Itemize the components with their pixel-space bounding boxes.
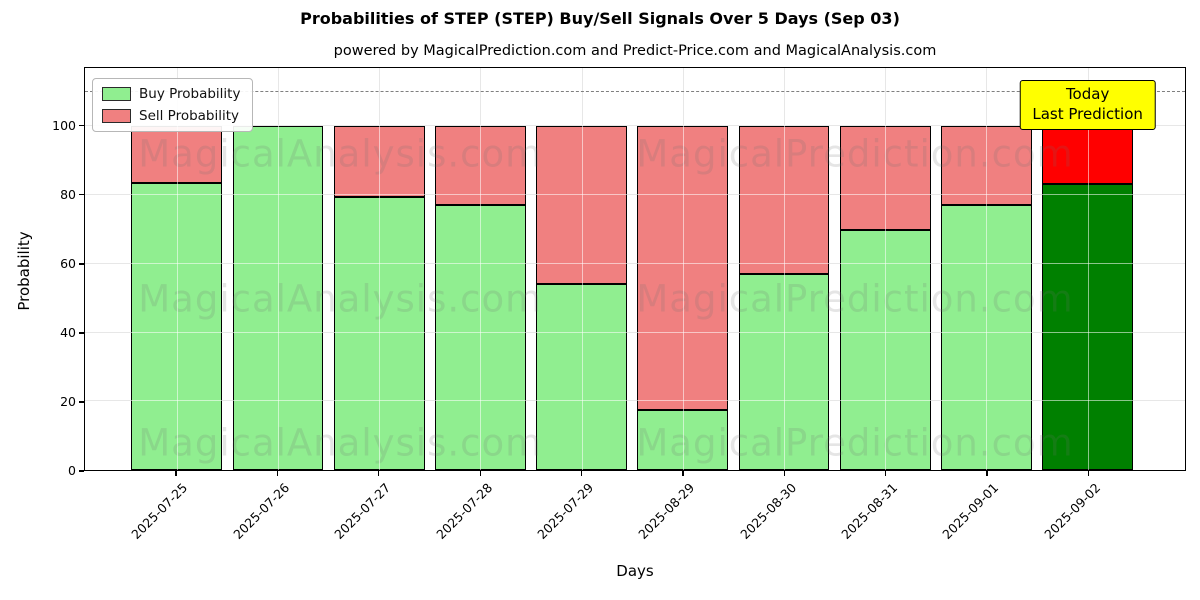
y-tick-mark: [79, 125, 84, 127]
x-axis-label: Days: [616, 562, 654, 580]
y-tick-label: 40: [60, 324, 76, 340]
x-tick-label-text: 2025-09-01: [939, 480, 1002, 542]
legend: Buy Probability Sell Probability: [92, 78, 254, 132]
x-tick-mark: [276, 471, 279, 476]
watermark-text: MagicalPrediction.com: [636, 277, 1074, 321]
x-tick-mark: [479, 471, 481, 476]
x-tick-mark: [682, 471, 684, 476]
buy-segment: [738, 274, 830, 470]
y-axis-label: Probability: [15, 231, 33, 311]
x-tick-label-text: 2025-09-02: [1041, 480, 1104, 542]
x-tick-label-text: 2025-07-26: [230, 480, 292, 542]
x-tick-mark: [986, 471, 988, 476]
h-gridline: [85, 194, 1185, 196]
sell-segment: [738, 126, 830, 275]
y-tick-mark: [79, 263, 84, 265]
x-tick-label-text: 2025-07-25: [128, 480, 191, 542]
watermark-text: MagicalPrediction.com: [636, 132, 1074, 176]
plot-area: MagicalAnalysis.com MagicalPrediction.com…: [84, 67, 1186, 471]
legend-item-sell: Sell Probability: [102, 108, 240, 124]
y-tick-mark: [79, 332, 84, 334]
bar-2025-08-30: [738, 68, 830, 470]
watermark-text: MagicalAnalysis.com: [138, 132, 543, 176]
y-tick-mark: [79, 194, 84, 196]
h-gridline: [85, 331, 1185, 333]
chart-title: Probabilities of STEP (STEP) Buy/Sell Si…: [300, 9, 900, 28]
bar-2025-08-31: [839, 68, 931, 470]
y-tick-label: 80: [60, 186, 76, 202]
v-gridline: [885, 68, 887, 470]
bar-2025-07-26: [232, 68, 324, 470]
x-tick-label-text: 2025-08-30: [736, 480, 799, 542]
buy-segment: [232, 126, 324, 470]
y-tick-label: 0: [68, 463, 76, 478]
v-gridline: [682, 68, 684, 470]
buy-segment: [131, 183, 223, 470]
sell-segment: [637, 126, 729, 410]
x-tick-mark: [378, 471, 380, 476]
dashed-threshold-line: [85, 91, 1185, 93]
x-tick-mark: [783, 471, 786, 476]
y-tick-label: 20: [60, 393, 76, 409]
x-tick-label-text: 2025-07-29: [534, 480, 597, 542]
y-tick-mark: [79, 470, 84, 472]
x-tick-label-text: 2025-07-28: [432, 480, 495, 542]
y-tick-label: 60: [60, 255, 76, 271]
sell-segment: [839, 126, 931, 230]
buy-swatch-icon: [102, 87, 131, 101]
v-gridline: [784, 68, 786, 470]
y-tick-label: 100: [52, 117, 76, 133]
x-tick-label-text: 2025-08-29: [635, 480, 698, 542]
legend-label-sell: Sell Probability: [139, 108, 240, 124]
x-tick-mark: [885, 471, 887, 476]
x-tick-label-text: 2025-07-27: [331, 480, 394, 542]
bar-2025-08-29: [637, 68, 729, 470]
bar-2025-07-27: [333, 68, 425, 470]
x-tick-label-text: 2025-08-31: [838, 480, 901, 542]
legend-label-buy: Buy Probability: [139, 86, 241, 102]
today-annotation-line2: Last Prediction: [1032, 104, 1143, 123]
v-gridline: [1087, 68, 1089, 470]
sell-swatch-icon: [102, 109, 131, 123]
sell-segment: [333, 126, 425, 197]
buy-segment: [839, 229, 931, 470]
v-gridline: [176, 68, 178, 470]
legend-item-buy: Buy Probability: [102, 86, 240, 102]
x-tick-mark: [580, 471, 583, 476]
h-gridline: [85, 125, 1185, 127]
watermark-text: MagicalAnalysis.com: [138, 421, 543, 465]
v-gridline: [480, 68, 482, 470]
v-gridline: [986, 68, 988, 470]
x-tick-mark: [175, 471, 177, 476]
today-annotation: Today Last Prediction: [1019, 80, 1156, 130]
v-gridline: [379, 68, 381, 470]
buy-segment: [333, 196, 425, 470]
today-annotation-line1: Today: [1065, 85, 1110, 103]
v-gridline: [278, 68, 280, 470]
h-gridline: [85, 262, 1185, 264]
y-tick-mark: [79, 401, 84, 403]
h-gridline: [85, 400, 1185, 402]
watermark-text: MagicalAnalysis.com: [138, 277, 543, 321]
v-gridline: [581, 68, 583, 470]
watermark-text: MagicalPrediction.com: [636, 421, 1074, 465]
buy-segment: [637, 409, 729, 470]
chart-subtitle: powered by MagicalPrediction.com and Pre…: [333, 43, 937, 59]
x-tick-mark: [1087, 471, 1090, 476]
